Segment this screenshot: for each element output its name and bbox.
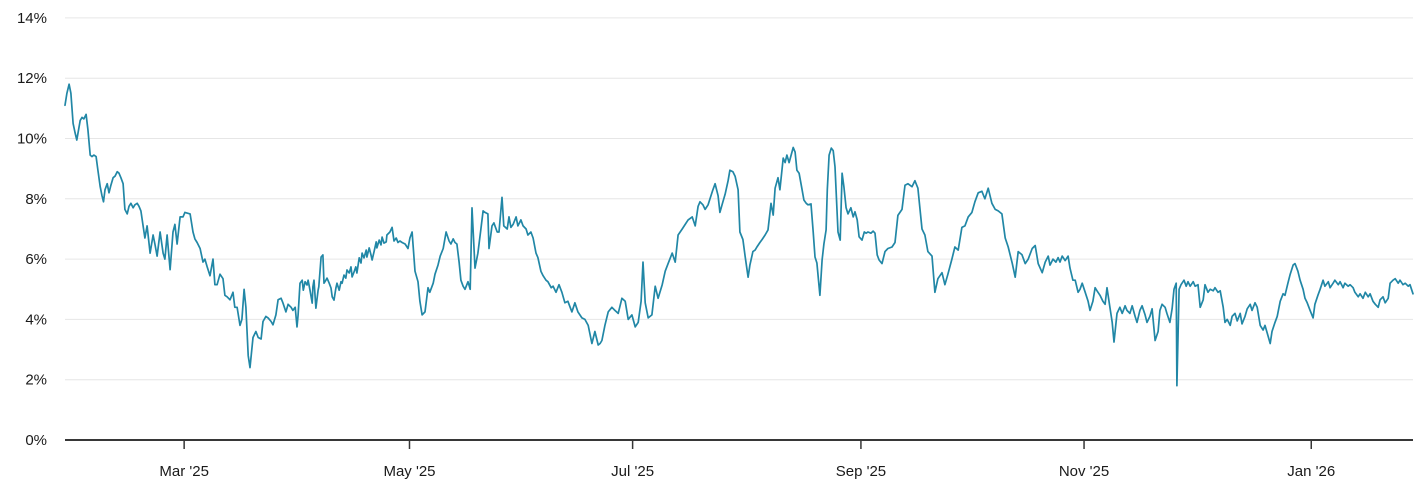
x-axis-label: Jul '25	[611, 463, 654, 480]
y-axis-label: 8%	[25, 191, 47, 208]
y-axis-label: 2%	[25, 372, 47, 389]
y-axis-label: 4%	[25, 311, 47, 328]
y-axis-label: 0%	[25, 432, 47, 449]
x-axis-label: Nov '25	[1059, 463, 1109, 480]
y-axis-label: 14%	[17, 10, 47, 27]
x-axis-label: Mar '25	[159, 463, 209, 480]
y-axis-label: 12%	[17, 70, 47, 87]
x-axis-label: Jan '26	[1287, 463, 1335, 480]
x-axis-label: May '25	[383, 463, 435, 480]
series-line	[64, 83, 1414, 387]
y-axis-label: 10%	[17, 131, 47, 148]
y-axis-label: 6%	[25, 251, 47, 268]
x-axis-label: Sep '25	[836, 463, 886, 480]
